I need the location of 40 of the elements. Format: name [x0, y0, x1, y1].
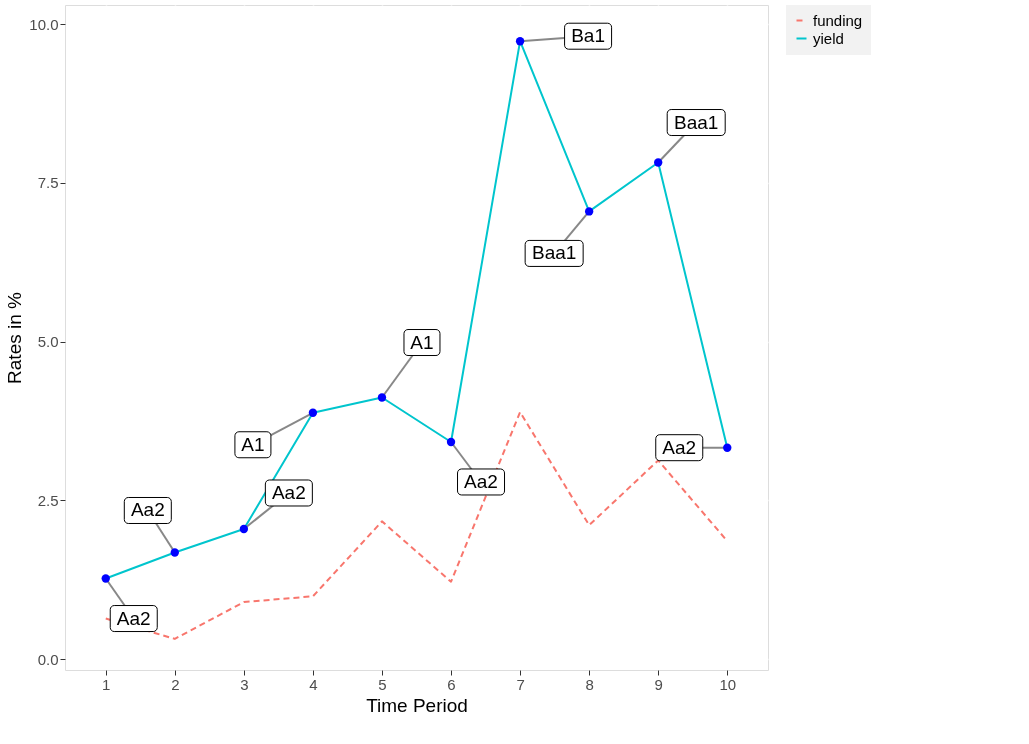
- x-tick-label: 5: [378, 675, 387, 693]
- x-tick-label: 1: [102, 675, 111, 693]
- line-series: [104, 411, 729, 640]
- y-tick-label: 2.5: [37, 491, 59, 509]
- y-tick-label: 10.0: [29, 15, 59, 33]
- point: [239, 524, 249, 534]
- annotation: Aa2: [116, 607, 151, 629]
- annotation: Aa2: [662, 436, 697, 458]
- annotation: Aa2: [130, 499, 165, 521]
- x-axis-title: Time Period: [366, 694, 468, 716]
- legend-label: funding: [813, 11, 863, 29]
- x-tick-label: 3: [240, 675, 249, 693]
- x-tick-label: 2: [171, 675, 180, 693]
- annotation: Baa1: [674, 111, 719, 133]
- x-tick-label: 8: [585, 675, 594, 693]
- x-tick-label: 7: [516, 675, 525, 693]
- annotation: Ba1: [571, 25, 605, 47]
- point: [515, 37, 525, 46]
- point: [377, 393, 387, 402]
- point: [723, 443, 732, 452]
- x-tick-label: 9: [654, 675, 663, 693]
- x-tick-label: 6: [447, 675, 456, 693]
- point: [446, 437, 456, 447]
- point: [308, 408, 318, 417]
- annotation: Baa1: [531, 242, 577, 264]
- annotation: Aa2: [271, 482, 306, 503]
- x-tick-label: 4: [309, 675, 318, 693]
- y-tick-label: 7.5: [37, 174, 59, 192]
- annotation: A1: [241, 433, 265, 455]
- point: [101, 574, 110, 583]
- point: [654, 158, 663, 167]
- y-axis-title: Rates in %: [4, 291, 26, 384]
- x-tick-label: 10: [719, 675, 737, 693]
- y-tick-label: 0.0: [37, 650, 59, 668]
- annotation: A1: [410, 331, 434, 353]
- point: [584, 207, 594, 216]
- y-tick-label: 5.0: [37, 333, 59, 351]
- legend-label: yield: [813, 29, 844, 47]
- annotation: Aa2: [464, 470, 498, 492]
- point: [170, 548, 179, 557]
